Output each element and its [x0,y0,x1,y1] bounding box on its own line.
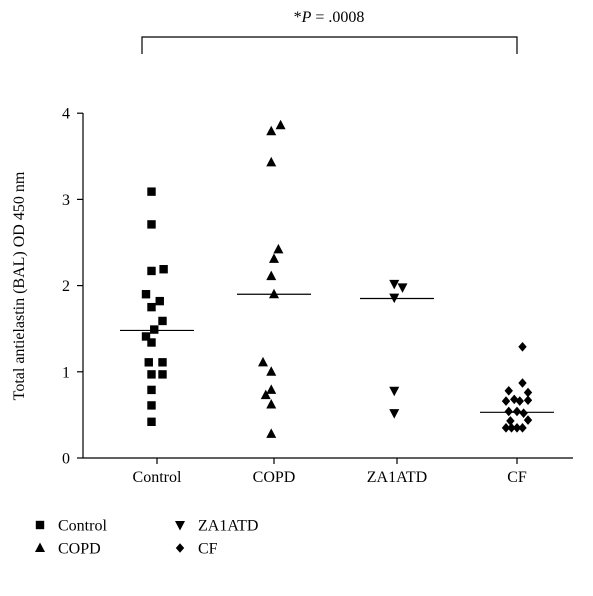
y-axis-label: Total antielastin (BAL) OD 450 nm [11,171,28,400]
data-point [515,396,524,406]
data-point [266,366,277,376]
data-point [150,325,159,334]
data-point [144,358,153,367]
data-point [159,265,168,274]
x-tick-label: Control [133,469,182,486]
legend-marker [175,543,185,553]
data-point [523,395,533,406]
y-tick-label: 2 [62,278,70,295]
data-point [147,302,156,312]
data-point [147,385,156,395]
data-point [523,415,533,425]
significance-bracket [141,36,518,54]
y-tick-label: 3 [62,192,70,209]
legend-label: ZA1ATD [198,518,258,535]
data-point [506,416,515,426]
data-point [518,423,527,433]
data-point [147,417,156,426]
data-point [147,370,156,379]
data-point [266,156,277,167]
data-point [266,428,277,438]
data-point [147,220,156,229]
data-point [512,406,522,417]
data-point [266,125,277,136]
significance-label: *P = .0008 [294,9,365,26]
data-point [158,316,167,326]
data-point [389,386,400,397]
data-point [389,293,400,304]
data-point [501,423,511,433]
data-point [147,338,156,347]
legend-marker [35,520,45,530]
data-point [141,290,151,299]
data-point [389,279,400,290]
data-point [523,387,533,398]
data-point [158,370,167,379]
data-point [507,423,516,433]
data-point [504,385,513,396]
legend-label: COPD [58,541,101,558]
x-tick-label: COPD [253,469,296,486]
data-point [518,342,527,352]
data-point [158,358,167,367]
legend-marker [175,521,185,531]
data-point [147,187,156,196]
data-point [266,270,277,281]
data-point [258,356,268,367]
data-point [275,119,286,130]
data-point [519,408,528,418]
x-tick-label: ZA1ATD [367,469,427,486]
data-point [512,423,522,433]
legend-label: Control [58,518,107,535]
data-point [266,384,277,394]
data-point [269,288,279,299]
data-point [141,332,151,341]
legend-label: CF [198,541,218,558]
data-point [147,266,156,276]
legend-marker [35,542,45,552]
data-point [269,253,279,263]
y-tick-label: 1 [62,364,70,381]
data-point [273,243,284,254]
y-tick-label: 4 [62,106,70,123]
x-tick-label: CF [507,469,527,486]
data-point [155,296,164,306]
data-point [389,409,400,419]
data-point [504,406,513,417]
y-tick-label: 0 [62,451,70,468]
data-point [147,401,156,410]
data-point [397,283,408,293]
data-point [260,389,271,400]
data-point [266,399,277,409]
data-point [501,396,511,406]
data-point [518,378,527,388]
